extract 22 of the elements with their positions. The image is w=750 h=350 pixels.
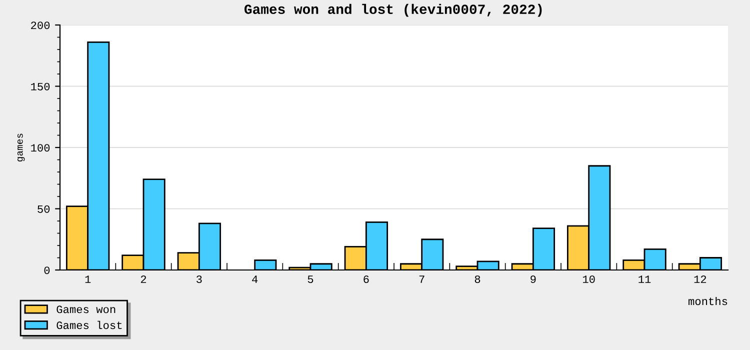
- x-tick-label: 11: [638, 276, 651, 283]
- y-tick-label: 200: [31, 22, 50, 30]
- x-tick-label: 12: [694, 275, 706, 283]
- chart-title: Games won and lost (kevin0007, 2022): [244, 4, 542, 17]
- y-tick-label: 0: [44, 266, 50, 274]
- x-tick-label: 8: [474, 275, 480, 284]
- x-tick-label: 5: [308, 276, 314, 284]
- x-tick-label: 2: [140, 275, 146, 283]
- x-tick-label: 4: [252, 276, 258, 283]
- legend-label: Games won: [56, 306, 116, 314]
- x-axis-title: months: [688, 296, 728, 306]
- x-tick-label: 1: [85, 276, 91, 283]
- y-tick-label: 100: [31, 144, 50, 152]
- legend-label: Games lost: [56, 320, 122, 330]
- x-tick-label: 9: [530, 275, 536, 284]
- y-tick-label: 150: [31, 82, 50, 90]
- y-axis-title: games: [17, 134, 25, 162]
- x-tick-label: 10: [582, 275, 595, 284]
- x-tick-label: 7: [419, 276, 424, 283]
- y-tick-label: 50: [38, 205, 50, 213]
- x-tick-label: 6: [364, 275, 369, 284]
- x-tick-label: 3: [196, 275, 202, 284]
